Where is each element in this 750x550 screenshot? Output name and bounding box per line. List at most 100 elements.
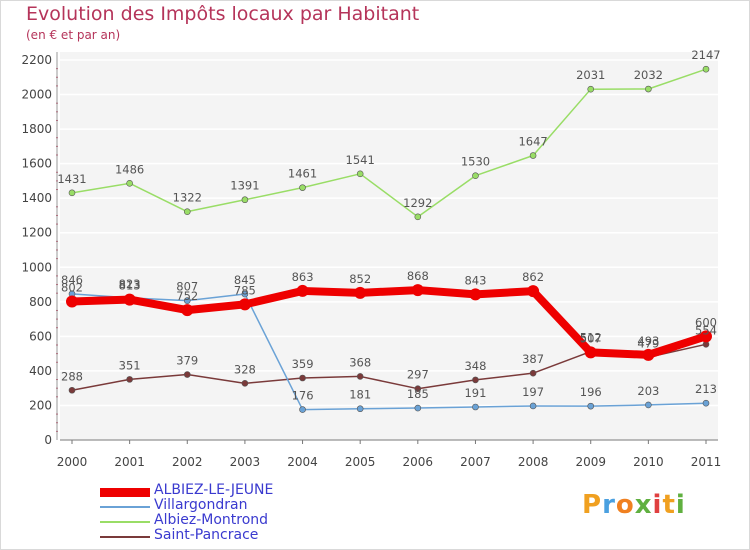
data-point [356,373,364,380]
data-point [354,286,367,299]
data-label: 203 [637,384,659,398]
y-tick-label: 400 [29,364,52,378]
x-tick-label: 2001 [114,455,145,469]
data-label: 600 [695,315,717,329]
y-tick-label: 2200 [21,53,52,67]
data-label: 807 [176,280,198,294]
y-tick-label: 1800 [21,122,52,136]
data-label: 176 [292,389,314,403]
data-point [123,293,136,306]
data-label: 379 [176,354,198,368]
data-label: 1292 [403,196,432,210]
data-point [66,295,78,308]
series-line-albiez-montrond [71,68,707,218]
data-label: 862 [522,270,544,284]
data-label: 507 [580,331,602,345]
logo-letter: i [652,490,663,520]
y-tick-label: 1600 [21,157,52,171]
data-point [181,304,194,317]
data-point [414,213,422,221]
data-label: 863 [292,270,314,284]
data-point [645,401,652,409]
data-point [587,85,595,93]
x-tick-label: 2007 [460,455,491,469]
data-point [702,399,710,407]
data-point [183,297,191,304]
data-point [238,298,251,311]
x-tick-label: 2010 [633,455,664,469]
y-tick-label: 200 [29,398,52,412]
data-point [299,184,306,191]
y-tick-label: 600 [29,329,52,343]
data-label: 843 [464,273,486,287]
logo-letter: r [602,490,616,520]
data-point [356,170,364,178]
data-point [645,85,652,93]
legend-label: Albiez-Montrond [154,512,269,528]
proxiti-logo: Proxiti [582,490,686,520]
legend-label: Saint-Pancrace [154,527,259,543]
data-point [183,371,191,378]
x-tick-label: 2005 [345,455,376,469]
y-tick-label: 2000 [21,88,52,102]
data-label: 1486 [115,162,144,176]
data-point [68,386,76,394]
x-tick-label: 2004 [287,455,318,469]
data-label: 2147 [691,48,720,62]
data-label: 845 [234,273,256,287]
data-label: 1530 [461,155,490,169]
logo-letter: P [582,490,603,520]
data-point [414,404,422,412]
data-label: 852 [349,272,371,286]
data-label: 288 [61,369,83,383]
data-label: 328 [234,362,256,376]
data-point [414,385,422,393]
data-label: 1461 [288,167,317,181]
data-point [702,65,710,73]
data-label: 752 [176,289,198,303]
data-label: 1647 [518,135,547,149]
legend-swatch [100,506,150,508]
logo-letter: t [662,490,676,520]
data-label: 2032 [634,68,663,82]
data-point [356,405,364,413]
logo-letter: o [615,490,635,520]
data-label: 297 [407,368,429,382]
chart-subtitle: (en € et par an) [26,28,121,42]
data-point [642,348,655,361]
x-tick-label: 2003 [230,455,261,469]
legend-swatch [100,521,150,523]
data-point [587,402,595,410]
data-label: 1541 [346,153,375,167]
data-point [299,406,306,413]
data-label: 785 [234,283,256,297]
data-label: 348 [464,359,486,373]
y-tick-label: 1400 [21,191,52,205]
data-point [241,196,249,204]
data-label: 554 [695,323,717,337]
data-label: 368 [349,355,371,369]
series-line-villargondran [71,293,707,411]
data-point [241,290,249,298]
data-label: 196 [580,385,602,399]
plot-area [60,52,718,440]
data-point [529,369,537,377]
y-tick-label: 800 [29,295,52,309]
data-label: 823 [119,277,141,291]
data-point [529,152,537,159]
logo-letter: x [634,490,653,520]
data-point [241,380,249,387]
data-point [472,172,479,180]
data-label: 868 [407,269,429,283]
legend-swatch [100,536,150,538]
x-tick-label: 2002 [172,455,203,469]
chart-title: Evolution des Impôts locaux par Habitant [26,3,420,25]
data-label: 185 [407,387,429,401]
data-label: 813 [119,279,141,293]
data-point [68,189,76,197]
y-tick-label: 1200 [21,226,52,240]
data-label: 493 [637,334,659,348]
x-tick-label: 2000 [57,455,88,469]
data-label: 387 [522,352,544,366]
